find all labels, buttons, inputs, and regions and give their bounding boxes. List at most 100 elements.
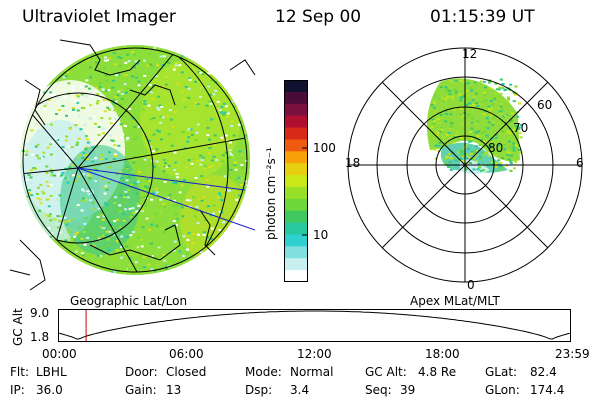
image-pixel	[203, 164, 207, 167]
image-pixel	[132, 138, 136, 141]
image-pixel	[211, 164, 215, 167]
image-pixel	[478, 166, 482, 169]
image-pixel	[89, 76, 92, 79]
image-pixel	[513, 167, 516, 170]
image-pixel	[228, 189, 231, 192]
image-pixel	[193, 201, 197, 204]
image-pixel	[230, 125, 234, 127]
image-pixel	[173, 66, 177, 69]
image-pixel	[25, 178, 29, 181]
image-pixel	[98, 82, 102, 85]
image-pixel	[120, 231, 124, 233]
image-pixel	[148, 179, 151, 182]
image-pixel	[82, 173, 86, 176]
alt-xtick-2359: 23:59	[555, 347, 590, 361]
image-pixel	[95, 86, 99, 89]
image-pixel	[230, 154, 234, 156]
image-pixel	[517, 126, 521, 129]
image-pixel	[497, 138, 500, 141]
image-pixel	[102, 99, 106, 101]
image-pixel	[212, 93, 216, 96]
image-pixel	[467, 156, 471, 159]
image-pixel	[162, 231, 166, 234]
image-pixel	[494, 165, 498, 168]
image-pixel	[148, 254, 152, 257]
image-pixel	[152, 133, 156, 136]
image-pixel	[191, 232, 195, 235]
image-pixel	[453, 142, 456, 144]
image-pixel	[89, 104, 92, 107]
image-pixel	[172, 249, 176, 252]
image-pixel	[82, 230, 86, 233]
image-pixel	[84, 135, 88, 137]
image-pixel	[120, 235, 124, 238]
image-pixel	[133, 144, 137, 147]
image-pixel	[497, 144, 500, 147]
mlt-label-0: 0	[467, 278, 475, 292]
image-pixel	[84, 95, 88, 98]
image-pixel	[58, 220, 62, 223]
colorbar-swatch	[284, 91, 308, 105]
image-pixel	[88, 177, 92, 179]
image-pixel	[222, 113, 226, 116]
image-pixel	[118, 171, 122, 174]
image-pixel	[487, 121, 491, 124]
image-pixel	[501, 157, 504, 160]
image-pixel	[49, 143, 52, 146]
image-pixel	[460, 150, 464, 153]
image-pixel	[186, 239, 190, 241]
image-pixel	[88, 178, 91, 181]
image-pixel	[155, 212, 159, 215]
image-pixel	[157, 130, 161, 133]
image-pixel	[160, 138, 163, 141]
image-pixel	[241, 190, 245, 193]
image-pixel	[199, 163, 203, 166]
image-pixel	[202, 209, 205, 211]
image-pixel	[462, 129, 466, 132]
image-pixel	[508, 140, 511, 143]
image-pixel	[517, 128, 521, 130]
image-pixel	[80, 93, 84, 96]
image-pixel	[83, 244, 87, 246]
geographic-map	[9, 39, 256, 291]
image-pixel	[194, 143, 198, 146]
colorbar-swatch	[284, 80, 308, 93]
image-pixel	[146, 64, 150, 67]
image-pixel	[143, 100, 147, 103]
colorbar-swatch	[284, 175, 308, 188]
image-pixel	[101, 218, 105, 221]
image-pixel	[229, 114, 233, 116]
image-pixel	[66, 240, 70, 243]
alt-ytick-low: 1.8	[30, 330, 50, 344]
image-pixel	[98, 85, 102, 88]
image-pixel	[65, 223, 69, 226]
image-pixel	[63, 96, 67, 99]
image-pixel	[192, 61, 196, 64]
image-pixel	[448, 93, 452, 96]
image-pixel	[187, 159, 191, 162]
image-pixel	[80, 209, 84, 212]
image-pixel	[133, 157, 136, 160]
image-pixel	[220, 111, 224, 114]
image-pixel	[112, 52, 116, 55]
image-pixel	[66, 181, 70, 184]
image-pixel	[223, 111, 227, 114]
image-pixel	[58, 194, 62, 197]
image-pixel	[465, 103, 469, 106]
image-pixel	[180, 184, 184, 187]
mode-label: Mode:	[245, 365, 282, 379]
image-pixel	[149, 242, 153, 245]
image-pixel	[147, 263, 151, 266]
image-pixel	[475, 131, 479, 134]
image-pixel	[519, 123, 523, 126]
image-pixel	[109, 73, 112, 76]
image-pixel	[208, 138, 211, 141]
image-pixel	[48, 215, 51, 218]
image-pixel	[472, 157, 476, 160]
image-pixel	[151, 150, 155, 153]
image-pixel	[79, 86, 83, 89]
image-pixel	[238, 194, 242, 197]
image-pixel	[491, 145, 494, 148]
image-pixel	[162, 158, 166, 161]
image-pixel	[125, 53, 129, 56]
